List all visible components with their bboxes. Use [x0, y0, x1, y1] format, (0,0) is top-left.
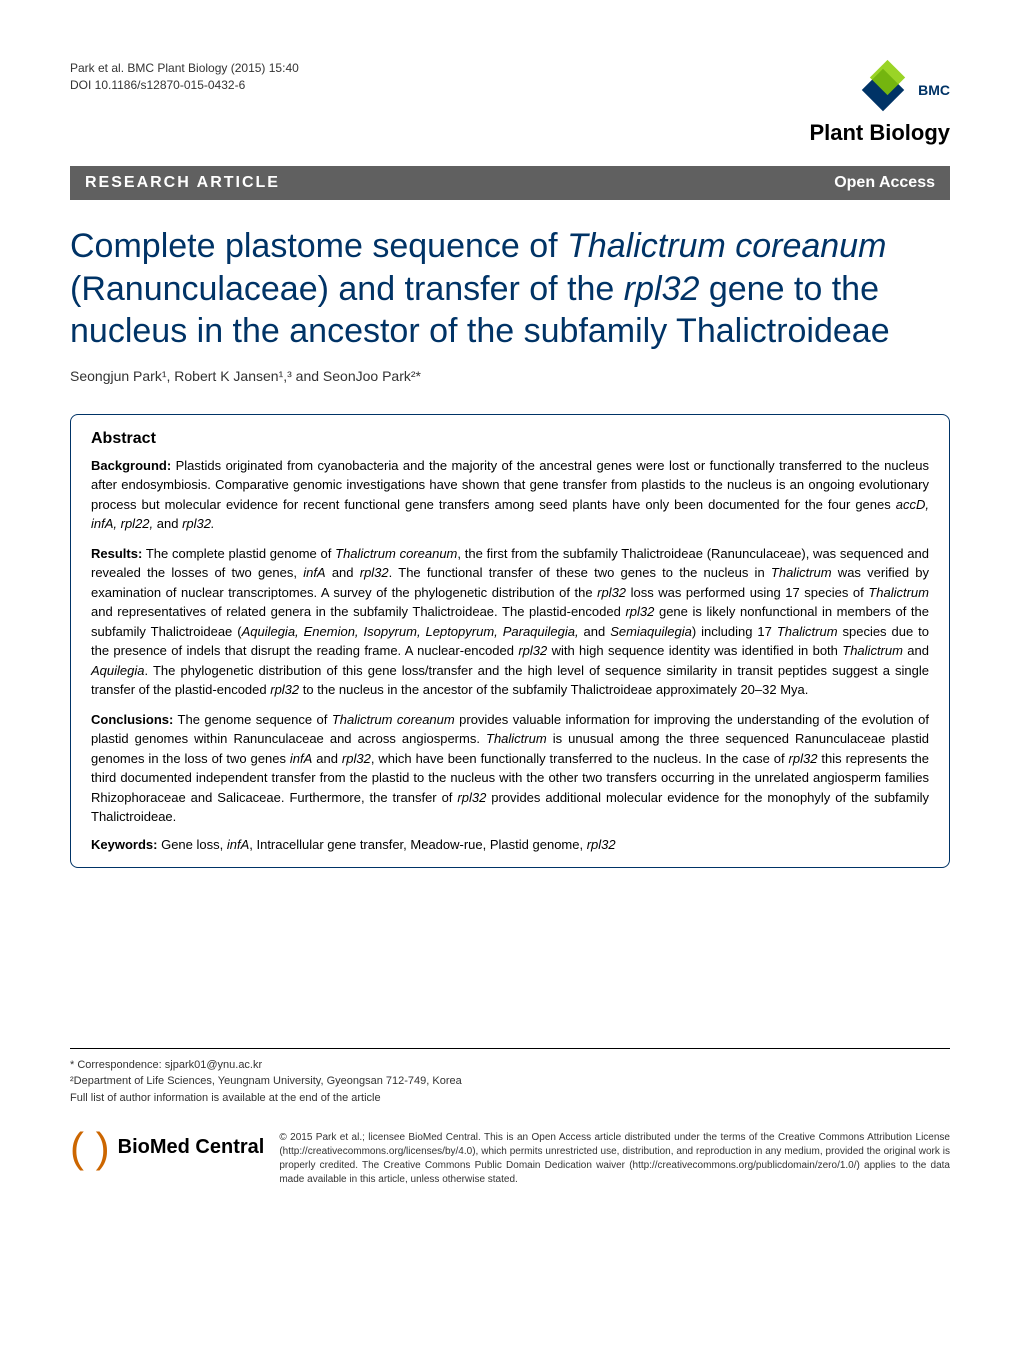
biomed-paren-icon: ( )	[70, 1131, 110, 1165]
abstract-background: Background: Plastids originated from cya…	[91, 456, 929, 534]
header-row: Park et al. BMC Plant Biology (2015) 15:…	[70, 60, 950, 146]
copyright-text: © 2015 Park et al.; licensee BioMed Cent…	[279, 1131, 950, 1187]
footer-block: * Correspondence: sjpark01@ynu.ac.kr ²De…	[70, 1048, 950, 1188]
correspondence: * Correspondence: sjpark01@ynu.ac.kr ²De…	[70, 1057, 950, 1107]
logo-bmc-text: BMC	[918, 82, 950, 98]
authors-line: Seongjun Park¹, Robert K Jansen¹,³ and S…	[70, 368, 950, 384]
biomed-text: BioMed Central	[118, 1136, 265, 1159]
correspondence-email: sjpark01@ynu.ac.kr	[165, 1059, 262, 1071]
banner-right: Open Access	[834, 174, 935, 192]
citation-line-2: DOI 10.1186/s12870-015-0432-6	[70, 77, 299, 94]
biomed-central-logo: ( ) BioMed Central	[70, 1131, 264, 1165]
journal-logo: BMC Plant Biology	[809, 60, 950, 146]
citation-line-1: Park et al. BMC Plant Biology (2015) 15:…	[70, 60, 299, 77]
abstract-results: Results: The complete plastid genome of …	[91, 544, 929, 700]
affiliation: ²Department of Life Sciences, Yeungnam U…	[70, 1075, 462, 1087]
banner-left: RESEARCH ARTICLE	[85, 174, 280, 192]
footer-logo-row: ( ) BioMed Central © 2015 Park et al.; l…	[70, 1131, 950, 1187]
page-container: Park et al. BMC Plant Biology (2015) 15:…	[0, 0, 1020, 1227]
abstract-box: Abstract Background: Plastids originated…	[70, 414, 950, 868]
article-type-banner: RESEARCH ARTICLE Open Access	[70, 166, 950, 200]
bmc-logo-icon	[853, 60, 913, 120]
citation-block: Park et al. BMC Plant Biology (2015) 15:…	[70, 60, 299, 94]
author-info-note: Full list of author information is avail…	[70, 1092, 381, 1104]
journal-name: Plant Biology	[809, 120, 950, 146]
article-title: Complete plastome sequence of Thalictrum…	[70, 225, 950, 353]
abstract-conclusions: Conclusions: The genome sequence of Thal…	[91, 710, 929, 827]
abstract-heading: Abstract	[91, 430, 929, 448]
abstract-keywords: Keywords: Gene loss, infA, Intracellular…	[91, 837, 929, 852]
